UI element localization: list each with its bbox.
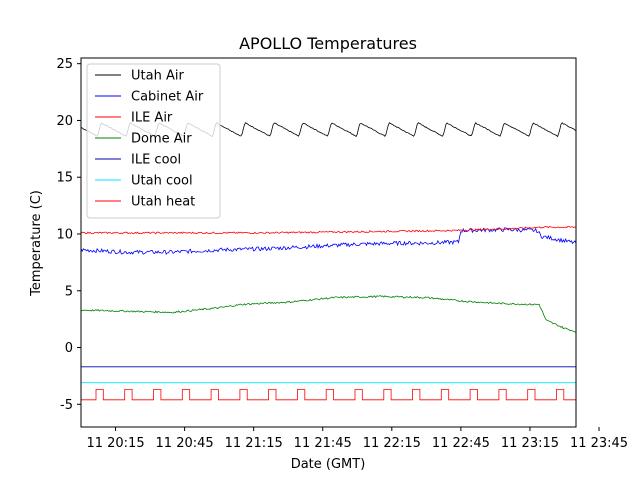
x-tick-label: 11 21:45 — [294, 436, 352, 451]
y-tick-label: -5 — [60, 398, 73, 413]
legend-label-ile-cool: ILE cool — [131, 153, 181, 168]
legend: Utah Air Cabinet Air ILE Air Dome Air ILE co… — [86, 63, 221, 219]
series-line-ile-air — [81, 225, 576, 235]
x-tick-label: 11 21:15 — [225, 436, 283, 451]
axes-layer: -5 0 5 10 15 20 25 11 20:15 11 20:45 11 21:15 11 2… — [56, 57, 628, 451]
y-axis-label: Temperature (C) — [29, 190, 44, 297]
legend-label-utah-cool: Utah cool — [131, 174, 193, 189]
legend-label-cabinet-air: Cabinet Air — [131, 90, 204, 105]
legend-label-ile-air: ILE Air — [131, 111, 173, 126]
series-line-cabinet-air — [81, 227, 576, 255]
y-tick-label: 0 — [65, 341, 73, 356]
x-axis-label: Date (GMT) — [291, 457, 366, 472]
legend-label-utah-air: Utah Air — [131, 69, 184, 84]
series-line-dome-air — [81, 295, 576, 333]
series-line-utah-heat — [81, 389, 576, 401]
x-tick-label: 11 20:15 — [86, 436, 144, 451]
x-tick-label: 11 22:45 — [432, 436, 490, 451]
y-tick-label: 25 — [56, 57, 73, 72]
x-tick-label: 11 23:15 — [501, 436, 559, 451]
y-tick-label: 10 — [56, 227, 73, 242]
chart-title: APOLLO Temperatures — [239, 34, 417, 53]
legend-box — [86, 63, 221, 219]
legend-label-dome-air: Dome Air — [131, 132, 192, 147]
x-tick-label: 11 23:45 — [570, 436, 628, 451]
x-tick-label: 11 22:15 — [363, 436, 421, 451]
x-tick-label: 11 20:45 — [156, 436, 214, 451]
plot-frame — [80, 57, 577, 428]
y-tick-label: 5 — [65, 284, 73, 299]
y-tick-label: 20 — [56, 114, 73, 129]
y-tick-label: 15 — [56, 171, 73, 186]
legend-label-utah-heat: Utah heat — [131, 195, 195, 210]
